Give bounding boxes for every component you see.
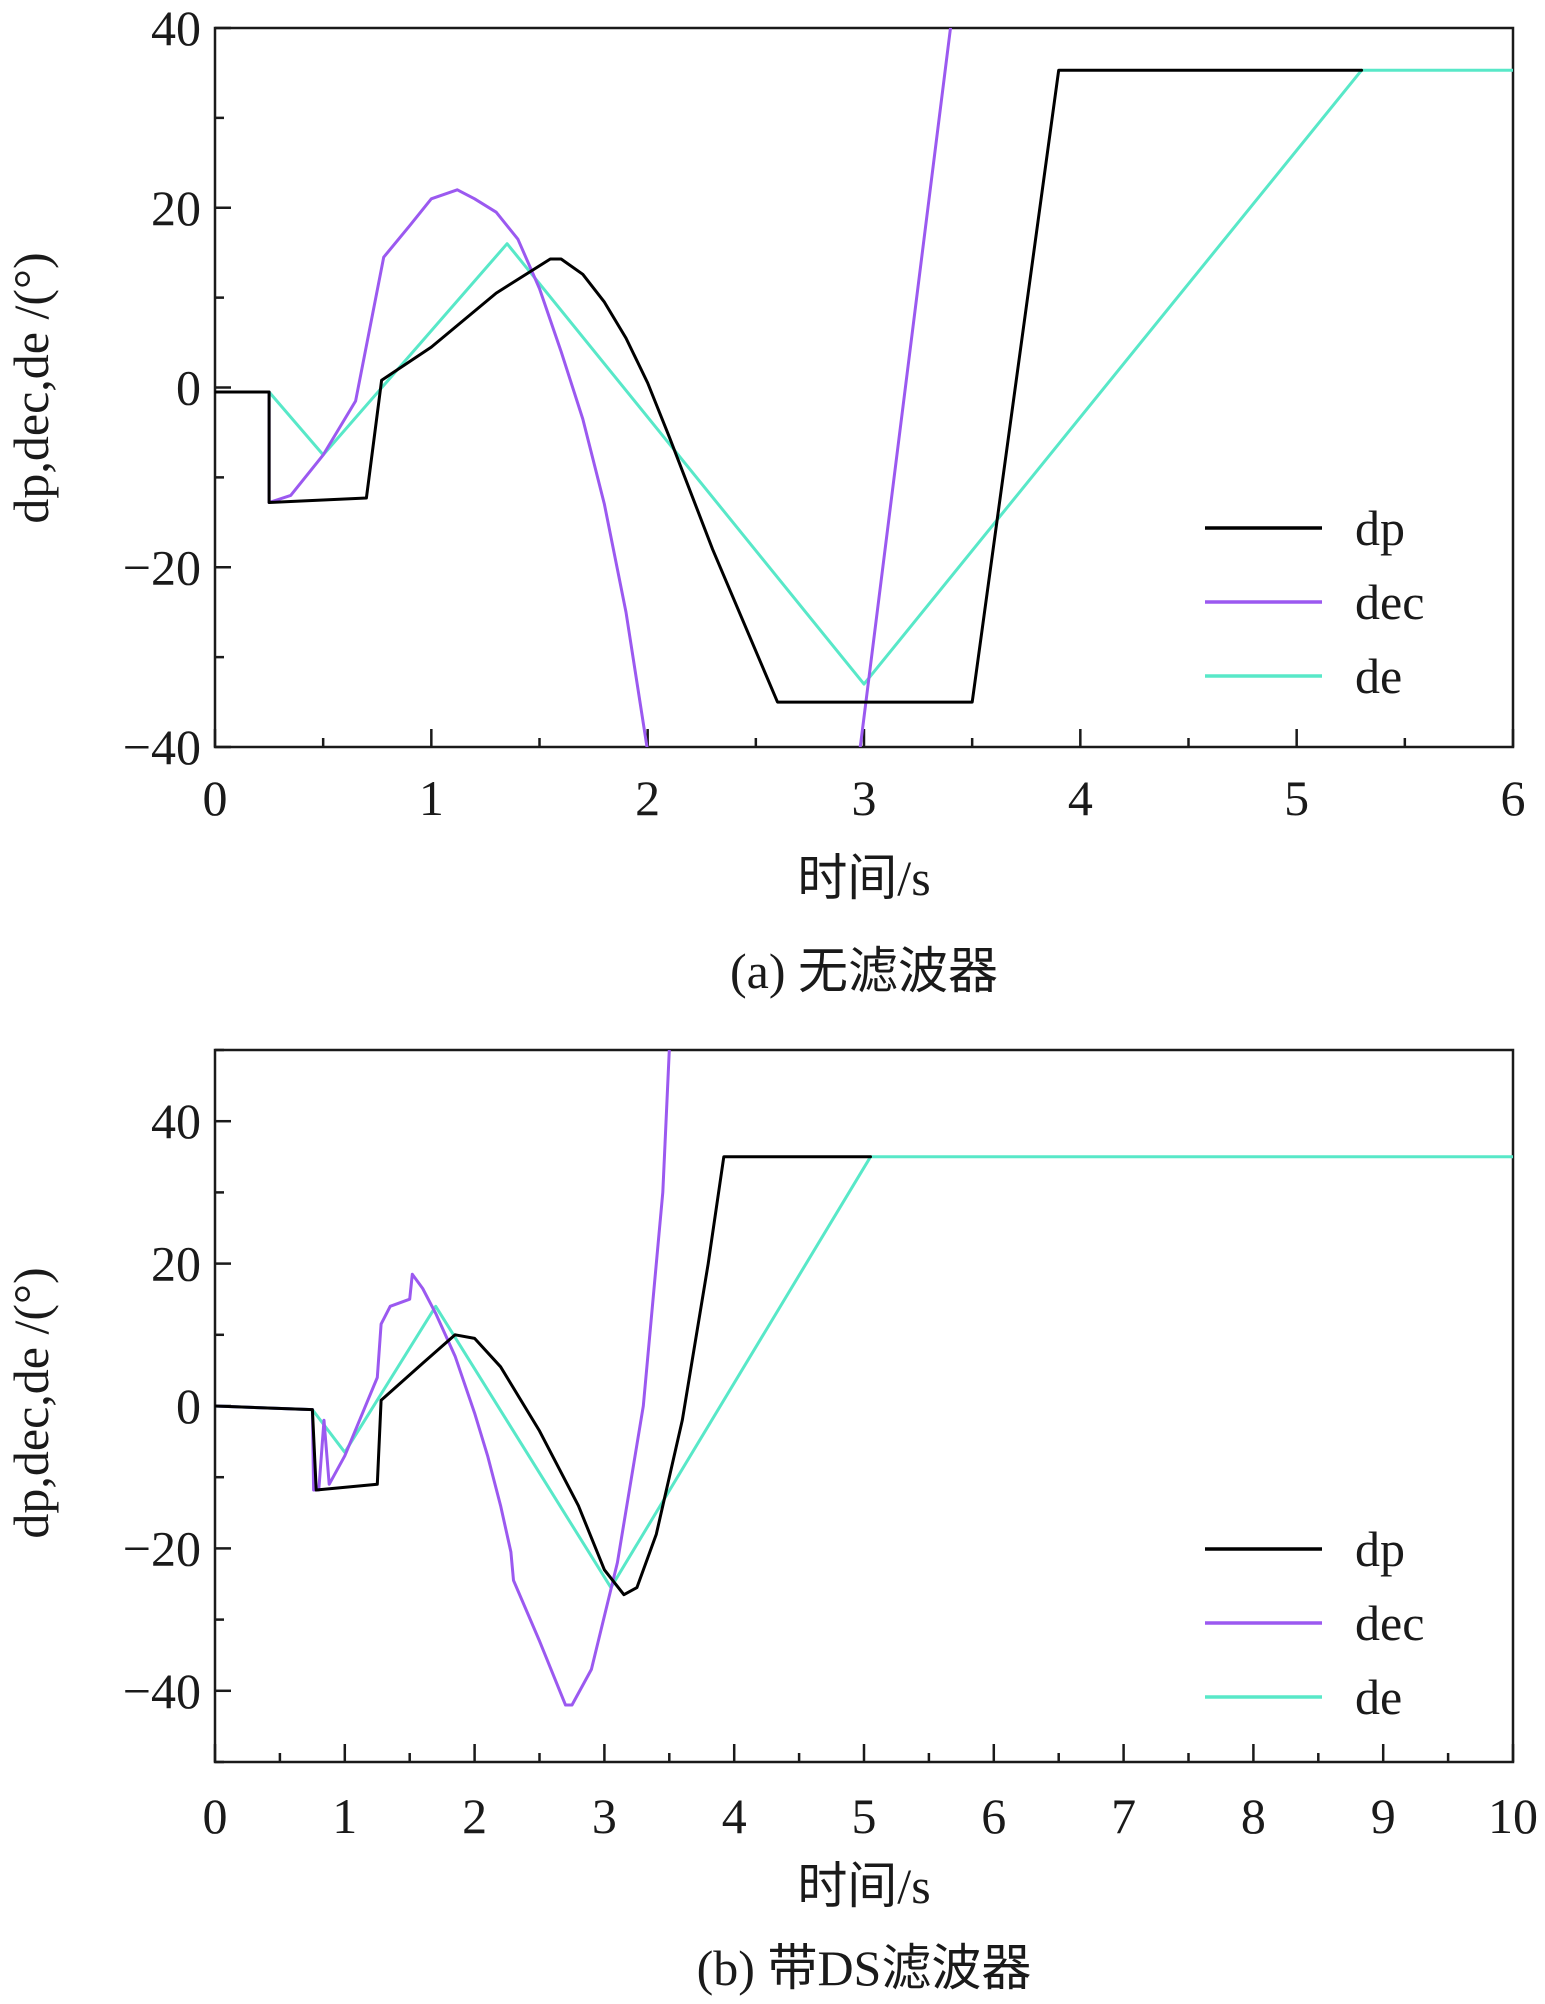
panel-b-y-tick-label: −20 bbox=[123, 1520, 201, 1576]
panel-a-legend-label-de: de bbox=[1355, 648, 1402, 704]
panel-b-series-dp-line bbox=[215, 1155, 872, 1597]
panel-a-y-tick-label: −20 bbox=[123, 539, 201, 595]
panel-a-y-axis-title: dp,dec,de /(°) bbox=[3, 252, 59, 523]
panel-a-x-tick-label: 2 bbox=[635, 770, 660, 826]
panel-b-x-tick-label: 6 bbox=[981, 1788, 1006, 1844]
panel-b-x-tick-label: 5 bbox=[852, 1788, 877, 1844]
panel-b-caption: (b) 带DS滤波器 bbox=[697, 1940, 1032, 1996]
panel-a-x-tick-label: 4 bbox=[1068, 770, 1093, 826]
panel-a-series-dp-line bbox=[215, 68, 1364, 704]
panel-a-x-tick-label: 3 bbox=[852, 770, 877, 826]
panel-b-legend-label-de: de bbox=[1355, 1669, 1402, 1725]
panel-b-chart: 0 1 2 3 4 5 6 7 8 9 10 −40 −20 0 20 40 时间/s dp,dec,de /(°… bbox=[3, 1048, 1538, 1996]
panel-a-chart: 0 1 2 3 4 5 6 −40 −20 0 20 40 时间/s dp,dec,de /(°) (a) … bbox=[3, 0, 1526, 999]
panel-b-y-tick-label: 20 bbox=[151, 1236, 201, 1292]
panel-b-x-tick-label: 3 bbox=[592, 1788, 617, 1844]
panel-b-legend-label-dp: dp bbox=[1355, 1521, 1405, 1577]
panel-b-y-tick-label: 0 bbox=[176, 1378, 201, 1434]
panel-b-x-tick-label: 1 bbox=[332, 1788, 357, 1844]
panel-b-x-tick-label: 8 bbox=[1241, 1788, 1266, 1844]
panel-a-y-tick-label: 20 bbox=[151, 180, 201, 236]
panel-a-series-de-line bbox=[215, 68, 1513, 686]
panel-b-legend-label-dec: dec bbox=[1355, 1595, 1424, 1651]
panel-a-legend-label-dec: dec bbox=[1355, 574, 1424, 630]
panel-a-caption: (a) 无滤波器 bbox=[730, 943, 998, 999]
panel-a-x-tick-label: 1 bbox=[419, 770, 444, 826]
panel-a-x-axis-title: 时间/s bbox=[797, 850, 930, 906]
panel-b-series-group bbox=[215, 1050, 1513, 1707]
panel-b-y-tick-label: 40 bbox=[151, 1093, 201, 1149]
panel-a-y-tick-label: 0 bbox=[176, 360, 201, 416]
panel-a-y-tick-label: −40 bbox=[123, 719, 201, 775]
panel-a-legend-label-dp: dp bbox=[1355, 500, 1405, 556]
panel-b-series-de-line bbox=[215, 1155, 1513, 1590]
panel-b-x-tick-label: 2 bbox=[462, 1788, 487, 1844]
panel-a-x-tick-label: 0 bbox=[203, 770, 228, 826]
panel-b-x-tick-label: 7 bbox=[1111, 1788, 1136, 1844]
panel-b-y-tick-label: −40 bbox=[123, 1663, 201, 1719]
panel-b-x-tick-label: 10 bbox=[1488, 1788, 1538, 1844]
panel-a-x-tick-label: 5 bbox=[1284, 770, 1309, 826]
panel-b-x-axis-title: 时间/s bbox=[797, 1858, 930, 1914]
panel-a-series-dec-line bbox=[215, 28, 952, 747]
panel-a-plot-frame bbox=[213, 26, 1515, 749]
panel-a-x-tick-label: 6 bbox=[1501, 770, 1526, 826]
panel-b-x-tick-label: 4 bbox=[722, 1788, 747, 1844]
panel-b-series-dec-line bbox=[215, 1050, 671, 1707]
panel-b-x-tick-label: 0 bbox=[203, 1788, 228, 1844]
panel-b-y-axis-title: dp,dec,de /(°) bbox=[3, 1267, 59, 1538]
panel-a-series-group bbox=[215, 28, 1513, 747]
panel-a-y-tick-label: 40 bbox=[151, 0, 201, 56]
panel-b-x-tick-label: 9 bbox=[1371, 1788, 1396, 1844]
